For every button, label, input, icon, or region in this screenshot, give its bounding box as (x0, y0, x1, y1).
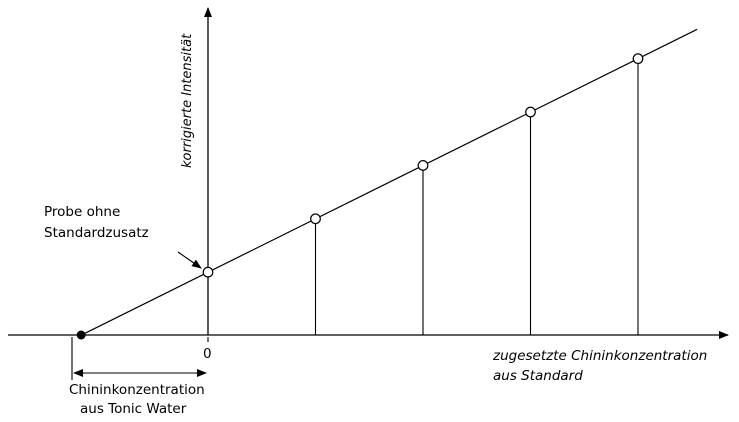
sample-point (202, 266, 214, 278)
sample-pointer-arrow (177, 251, 202, 269)
standard-addition-point (310, 213, 321, 225)
x-axis-label-line1: zugesetzte Chininkonzentration (493, 348, 708, 364)
sample-annotation-line1: Probe ohne (44, 204, 121, 220)
x-intercept-point (76, 330, 86, 340)
standard-addition-point (417, 160, 429, 171)
result-annotation-line1: Chininkonzentration (69, 382, 205, 398)
standard-addition-point (525, 106, 536, 118)
result-annotation-line2: aus Tonic Water (80, 401, 187, 417)
y-axis-label: korrigierte Intensität (180, 33, 195, 168)
origin-tick-label: 0 (203, 346, 212, 362)
sample-annotation-line2: Standardzusatz (44, 225, 149, 241)
standard-addition-point (632, 53, 644, 65)
fit-line (80, 28, 698, 336)
x-axis-label-line2: aus Standard (493, 368, 583, 384)
